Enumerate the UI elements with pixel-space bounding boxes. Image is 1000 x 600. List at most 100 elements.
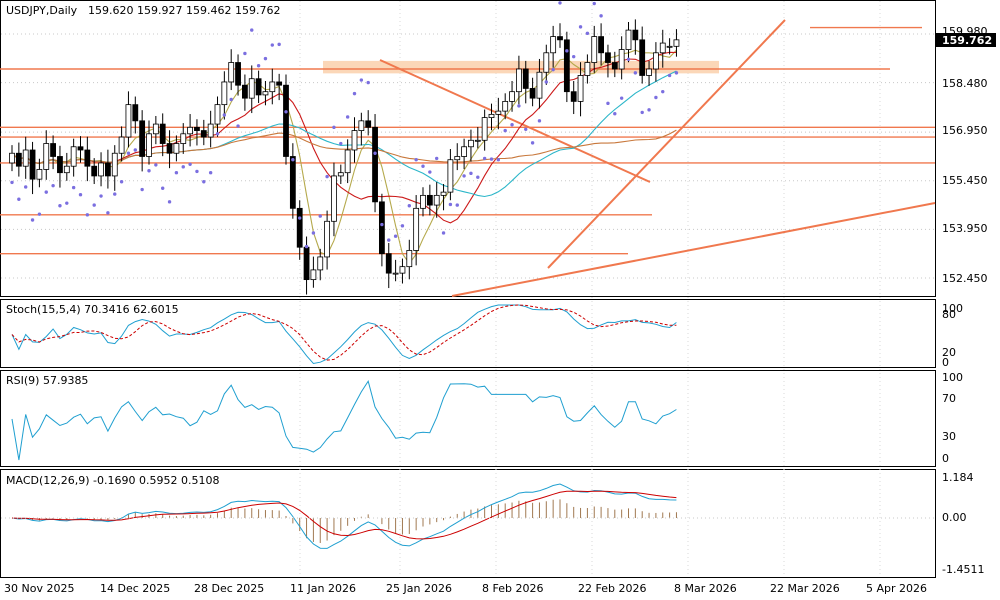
psar-dot — [606, 101, 610, 106]
candle-body — [420, 194, 426, 209]
psar-dot — [674, 71, 679, 75]
candle-body — [337, 172, 344, 177]
grid — [1, 1, 935, 577]
candle-body — [413, 207, 420, 251]
candle-body — [440, 191, 447, 196]
stoch-label: Stoch(15,5,4) 70.3416 62.6015 — [6, 303, 179, 316]
candle-body — [625, 29, 632, 50]
psar-dot — [585, 31, 590, 36]
descending-trendline — [379, 59, 651, 183]
candle-body — [611, 62, 618, 70]
psar-dot — [10, 180, 14, 185]
psar-dot — [140, 187, 144, 192]
candle-body — [365, 120, 372, 128]
date-tick-7: 22 Feb 2026 — [578, 582, 646, 595]
candle-body — [598, 36, 604, 54]
candle-body — [659, 42, 666, 54]
psar-dot — [489, 157, 494, 161]
candle-body — [406, 250, 413, 268]
candle-body — [296, 207, 303, 248]
psar-dot — [421, 164, 425, 168]
psar-dot — [325, 174, 329, 179]
psar-dot — [65, 201, 69, 205]
psar-dot — [496, 158, 501, 162]
macd-label: MACD(12,26,9) -0.1690 0.5952 0.5108 — [6, 474, 219, 487]
psar-dot — [517, 104, 521, 108]
psar-dot — [428, 170, 432, 174]
psar-dot — [284, 110, 288, 114]
candle-body — [84, 149, 91, 167]
rsi-level-70: 70 — [942, 392, 956, 405]
psar-dot — [558, 1, 562, 5]
psar-dot — [99, 194, 103, 198]
candle-body — [221, 81, 228, 106]
psar-dot — [647, 108, 651, 112]
psar-dot — [503, 128, 507, 133]
chart-header-ohlc: 159.620 159.927 159.462 159.762 — [88, 4, 280, 17]
psar-dot — [78, 193, 83, 197]
rsi-line — [11, 379, 677, 461]
psar-dot — [277, 42, 281, 47]
psar-dot — [572, 54, 576, 59]
candle-body — [289, 156, 296, 209]
psar-dot — [530, 141, 535, 145]
psar-dot — [455, 203, 459, 207]
stoch-panel — [0, 299, 936, 368]
psar-dot — [393, 234, 398, 238]
candle-body — [653, 52, 659, 70]
trendlines — [379, 19, 936, 297]
candle-body — [577, 75, 584, 102]
psar-dot — [17, 197, 21, 201]
psar-dot — [359, 78, 364, 82]
price-axis: 159.980 158.480 156.950 155.450 153.950 … — [942, 25, 988, 285]
psar-dot — [119, 180, 124, 184]
candle-body — [22, 149, 29, 167]
psar-dot — [469, 171, 473, 176]
psar-dot — [215, 132, 220, 136]
candle-body — [152, 123, 159, 135]
macd-level-min: -1.4511 — [942, 563, 984, 576]
psar-dot — [154, 163, 158, 167]
macd-lines — [1, 483, 935, 549]
main-panel — [0, 0, 936, 297]
rsi-level-100: 100 — [942, 371, 963, 384]
psar-dot — [188, 162, 192, 166]
psar-dot — [599, 14, 603, 18]
psar-dot — [448, 202, 453, 207]
psar-dot — [174, 170, 179, 175]
psar-dot — [147, 169, 151, 173]
psar-dot — [551, 67, 555, 72]
candle-body — [159, 123, 166, 144]
candle-body — [433, 194, 440, 206]
rsi-label: RSI(9) 57.9385 — [6, 374, 88, 387]
date-tick-9: 22 Mar 2026 — [770, 582, 840, 595]
candle-body — [248, 78, 255, 99]
date-tick-3: 28 Dec 2025 — [194, 582, 264, 595]
price-tick-3: 156.950 — [942, 124, 988, 137]
psar-dot — [229, 97, 233, 102]
candle-body — [618, 49, 625, 70]
candle-body — [632, 29, 639, 41]
psar-dot — [592, 1, 596, 6]
psar-dot — [661, 89, 665, 94]
stoch-level-0: 0 — [942, 356, 949, 369]
psar-dot — [30, 218, 35, 222]
psar-dot — [510, 123, 514, 127]
psar-dot — [387, 238, 391, 242]
psar-dot — [24, 185, 28, 189]
candle-body — [543, 52, 550, 73]
psar-dot — [400, 224, 405, 228]
psar-dot — [318, 214, 322, 218]
candle-body — [474, 139, 481, 142]
candle-body — [310, 269, 317, 281]
psar-dot — [113, 192, 117, 196]
psar-dot — [304, 244, 309, 249]
candle-body — [194, 126, 200, 131]
candle-body — [269, 81, 276, 93]
psar-dot — [667, 73, 672, 78]
psar-dot — [37, 212, 42, 216]
candle-body — [536, 71, 543, 99]
date-axis: 30 Nov 2025 14 Dec 2025 28 Dec 2025 11 J… — [4, 582, 927, 595]
candle-body — [9, 152, 15, 164]
psar-dot — [256, 64, 261, 68]
